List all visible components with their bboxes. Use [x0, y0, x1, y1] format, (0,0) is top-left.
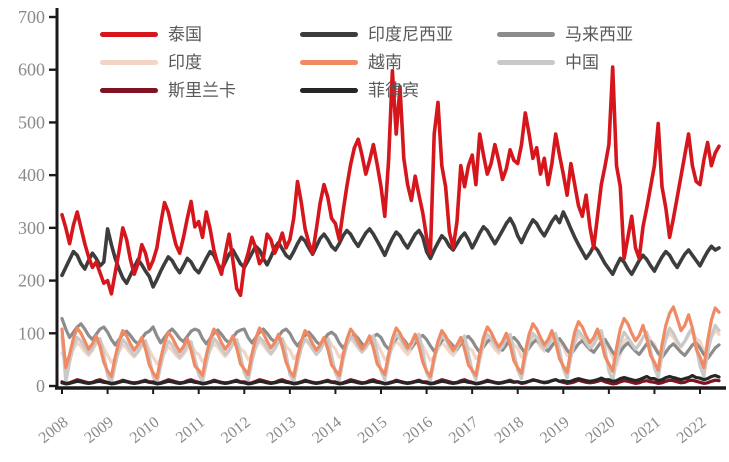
y-axis-label: 400	[18, 165, 45, 185]
y-axis-label: 700	[18, 7, 45, 27]
y-axis-label: 0	[36, 376, 45, 396]
y-axis-label: 600	[18, 60, 45, 80]
x-axis-label: 2017	[446, 414, 482, 447]
series-line-thailand	[60, 65, 721, 298]
y-axis-label: 100	[18, 323, 45, 343]
series-line-philippines	[60, 373, 721, 386]
y-axis-label: 500	[18, 112, 45, 132]
x-axis-label: 2014	[309, 414, 345, 447]
y-axis-label: 200	[18, 271, 45, 291]
x-axis-label: 2008	[36, 414, 72, 447]
x-axis-label: 2015	[355, 414, 391, 447]
series-line-indonesia	[60, 210, 721, 289]
x-axis-label: 2009	[81, 414, 117, 447]
x-axis-label: 2010	[127, 414, 163, 447]
x-axis-label: 2018	[492, 414, 528, 447]
x-axis-label: 2021	[628, 414, 664, 447]
y-axis-label: 300	[18, 218, 45, 238]
x-axis-label: 2020	[583, 414, 619, 447]
x-axis-label: 2011	[173, 414, 208, 447]
x-axis-label: 2016	[400, 414, 436, 447]
series-line-vietnam	[60, 305, 721, 380]
x-axis-label: 2012	[218, 414, 254, 447]
x-axis-label: 2013	[264, 414, 300, 447]
x-axis-label: 2022	[674, 414, 710, 447]
x-axis-label: 2019	[537, 414, 573, 447]
